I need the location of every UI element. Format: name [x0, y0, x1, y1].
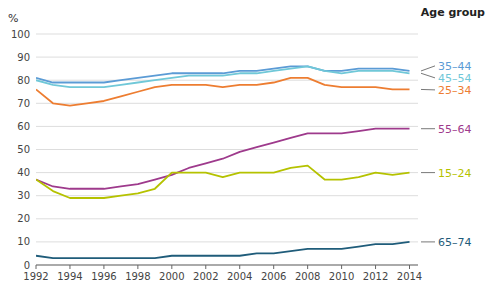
x-tick: [69, 265, 70, 269]
x-tick-label: 2006: [261, 271, 286, 282]
x-tick-label: 2000: [159, 271, 184, 282]
grid-line: [36, 241, 418, 242]
x-tick: [239, 265, 240, 269]
y-tick-label: 60: [17, 121, 30, 132]
y-tick-label: 100: [11, 29, 30, 40]
y-tick-label: 30: [17, 190, 30, 201]
series-line: [36, 66, 410, 82]
x-tick: [375, 265, 376, 269]
series-label: 55–64: [438, 123, 472, 136]
y-tick-label: 90: [17, 52, 30, 63]
y-tick-label: 10: [17, 236, 30, 247]
chart: 0 10 20 30 40 50 60 70 80 90 100 1992 1994 1996 1998 20…: [0, 0, 491, 291]
x-tick: [307, 265, 308, 269]
grid-line: [36, 172, 418, 173]
x-tick-label: 1992: [23, 271, 48, 282]
x-tick: [341, 265, 342, 269]
x-tick-label: 2004: [227, 271, 252, 282]
x-tick: [205, 265, 206, 269]
label-connector: [421, 66, 435, 71]
x-tick: [171, 265, 172, 269]
y-tick-label: 80: [17, 75, 30, 86]
y-tick-label: 70: [17, 98, 30, 109]
y-tick-label: 40: [17, 167, 30, 178]
grid-line: [36, 265, 418, 266]
label-connector: [421, 89, 435, 90]
grid-line: [36, 126, 418, 127]
label-connector: [421, 73, 435, 78]
grid-line: [36, 57, 418, 58]
x-tick-label: 1998: [125, 271, 150, 282]
label-connector: [421, 172, 435, 173]
x-axis-line: [36, 265, 418, 266]
series-label: 15–24: [438, 167, 472, 180]
grid-line: [36, 195, 418, 196]
series-line: [36, 66, 410, 87]
series-line: [36, 78, 410, 106]
label-connector: [421, 241, 435, 242]
y-tick-label: 20: [17, 213, 30, 224]
series-label: 65–74: [438, 236, 472, 249]
y-tick-label: 0: [24, 260, 30, 271]
x-tick: [137, 265, 138, 269]
y-tick-label: 50: [17, 144, 30, 155]
x-tick-label: 2012: [363, 271, 388, 282]
series-line: [36, 166, 410, 198]
y-axis-label: %: [8, 12, 18, 25]
series-label: 25–34: [438, 84, 472, 97]
x-tick: [409, 265, 410, 269]
x-tick: [273, 265, 274, 269]
grid-line: [36, 149, 418, 150]
x-tick-label: 2002: [193, 271, 218, 282]
x-tick-label: 2014: [397, 271, 422, 282]
lines: [36, 66, 410, 258]
label-connector: [421, 128, 435, 129]
series-line: [36, 242, 410, 258]
x-tick-label: 1996: [91, 271, 116, 282]
x-tick: [36, 265, 37, 269]
x-axis: 1992 1994 1996 1998 2000 2002 2004 2006 2008 2010…: [23, 265, 422, 282]
x-tick-label: 1994: [57, 271, 82, 282]
legend-title: Age group: [421, 6, 485, 19]
y-axis: 0 10 20 30 40 50 60 70 80 90 100: [11, 29, 418, 271]
x-tick-label: 2008: [295, 271, 320, 282]
x-tick-label: 2010: [329, 271, 354, 282]
grid-line: [36, 34, 418, 35]
direct-labels: 35–4445–5425–3455–6415–2465–74: [421, 60, 472, 249]
series-line: [36, 129, 410, 189]
grid-line: [36, 218, 418, 219]
grid-line: [36, 80, 418, 81]
x-tick: [103, 265, 104, 269]
